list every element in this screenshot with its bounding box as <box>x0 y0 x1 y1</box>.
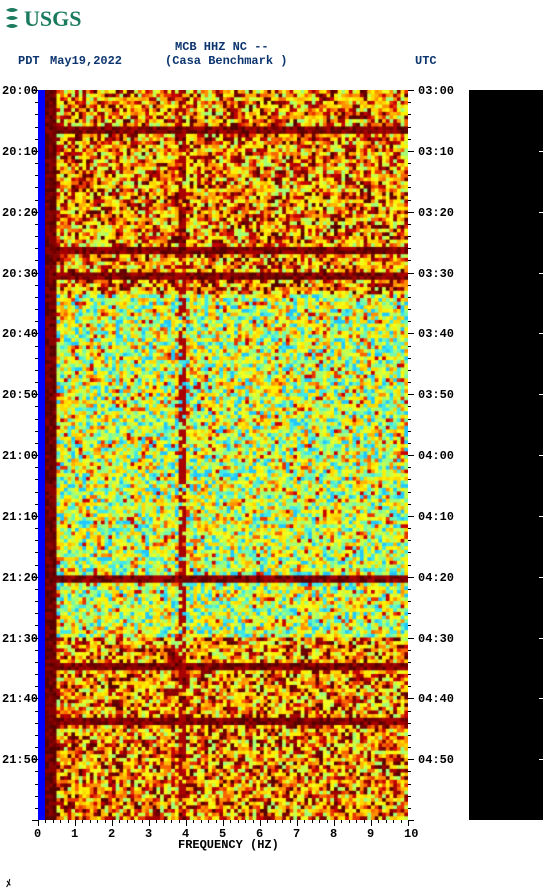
right-tick-label: 04:40 <box>418 692 454 706</box>
spectrogram-plot <box>38 90 408 820</box>
station-label: MCB HHZ NC -- <box>175 40 269 54</box>
svg-text:USGS: USGS <box>24 6 81 31</box>
right-tick-label: 04:30 <box>418 632 454 646</box>
corner-mark: ﾒ <box>6 875 11 891</box>
freq-tick-label: 7 <box>293 827 300 841</box>
left-tick-label: 21:00 <box>2 449 38 463</box>
left-tick-label: 21:30 <box>2 632 38 646</box>
freq-tick-label: 0 <box>34 827 41 841</box>
freq-tick-label: 8 <box>330 827 337 841</box>
right-tick-label: 03:50 <box>418 388 454 402</box>
timezone-left: PDT <box>18 54 40 68</box>
freq-tick-label: 2 <box>108 827 115 841</box>
right-tick-label: 03:20 <box>418 206 454 220</box>
freq-tick-label: 3 <box>145 827 152 841</box>
usgs-logo: USGS <box>4 4 100 32</box>
side-colorbar-panel <box>469 90 543 820</box>
site-label: (Casa Benchmark ) <box>165 54 287 68</box>
right-tick-label: 03:30 <box>418 267 454 281</box>
freq-tick-label: 10 <box>404 827 418 841</box>
spectrogram-canvas <box>38 90 408 820</box>
right-tick-label: 04:00 <box>418 449 454 463</box>
freq-tick-label: 9 <box>367 827 374 841</box>
freq-tick-label: 1 <box>71 827 78 841</box>
left-tick-label: 20:20 <box>2 206 38 220</box>
left-tick-label: 20:30 <box>2 267 38 281</box>
timezone-right: UTC <box>415 54 437 68</box>
right-tick-label: 04:20 <box>418 571 454 585</box>
left-tick-label: 20:00 <box>2 84 38 98</box>
date-label: May19,2022 <box>50 54 122 68</box>
right-tick-label: 04:50 <box>418 753 454 767</box>
right-tick-label: 04:10 <box>418 510 454 524</box>
right-tick-label: 03:40 <box>418 327 454 341</box>
left-tick-label: 21:50 <box>2 753 38 767</box>
right-tick-label: 03:00 <box>418 84 454 98</box>
left-tick-label: 21:20 <box>2 571 38 585</box>
frequency-axis-title: FREQUENCY (HZ) <box>178 838 279 852</box>
left-tick-label: 20:50 <box>2 388 38 402</box>
right-tick-label: 03:10 <box>418 145 454 159</box>
left-edge-stripe <box>38 90 45 820</box>
